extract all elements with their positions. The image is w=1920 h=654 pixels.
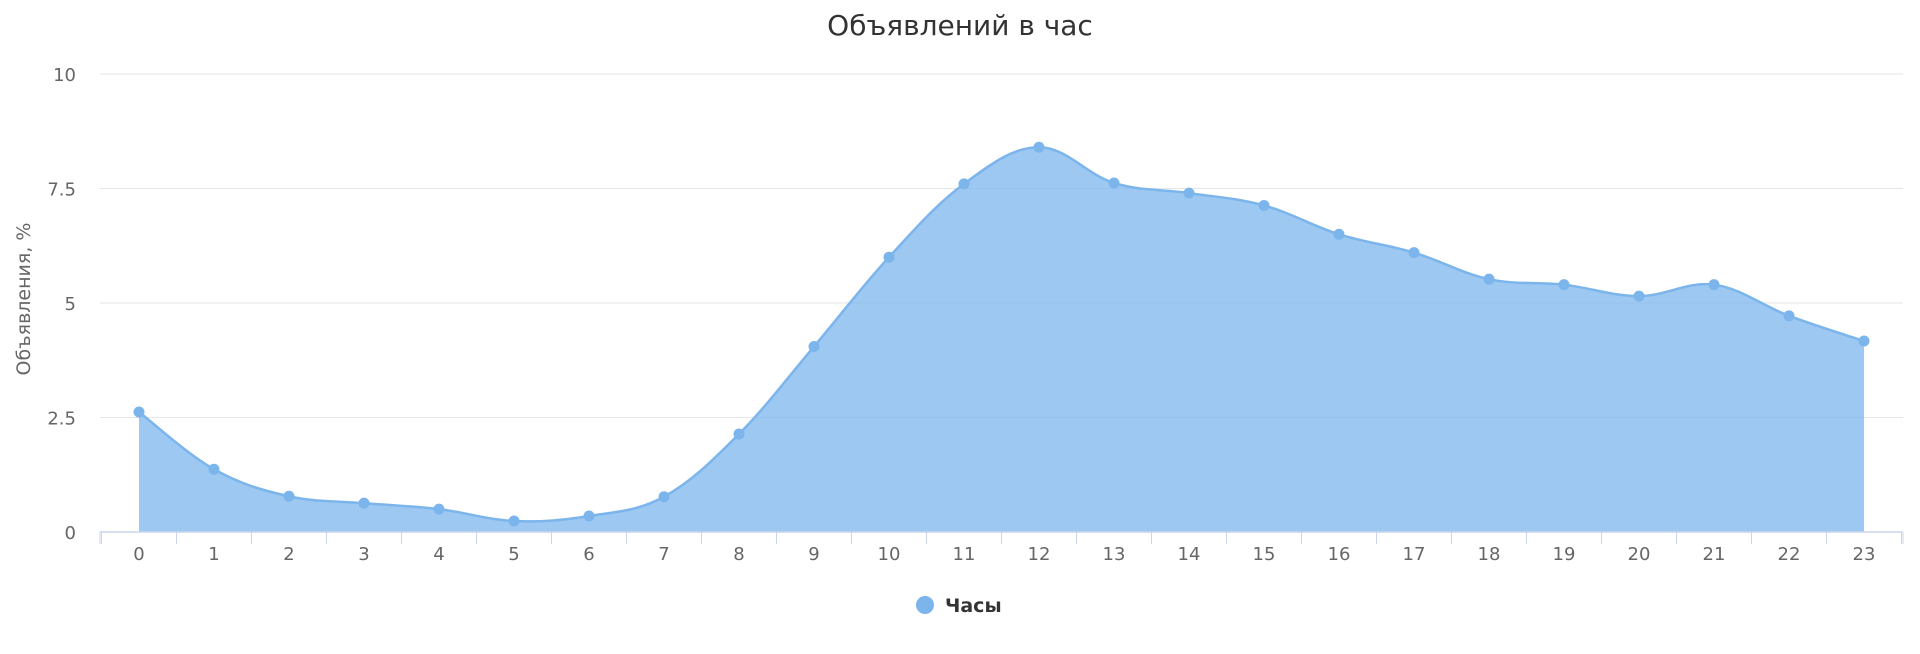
series-area-layer (138, 146, 1865, 532)
x-tick-label: 1 (208, 544, 219, 565)
x-tick-label: 4 (433, 544, 444, 565)
legend-marker (916, 596, 934, 614)
x-tick-label: 7 (658, 544, 669, 565)
y-tick-label: 5 (65, 294, 76, 315)
data-point[interactable] (1408, 247, 1420, 259)
x-tick-label: 2 (283, 544, 294, 565)
x-tick-label: 8 (733, 544, 744, 565)
data-point[interactable] (1183, 187, 1195, 199)
data-point[interactable] (208, 463, 220, 475)
data-point[interactable] (1033, 141, 1045, 153)
data-point[interactable] (1858, 335, 1870, 347)
legend[interactable]: Часы (916, 595, 1002, 617)
data-point[interactable] (1108, 177, 1120, 189)
series-area (139, 147, 1864, 532)
x-tick-label: 17 (1403, 544, 1426, 565)
y-tick-label: 0 (65, 523, 76, 544)
x-tick-label: 23 (1853, 544, 1876, 565)
y-axis-ticks: 0 2.5 5 7.5 10 (47, 65, 76, 544)
x-tick-label: 3 (358, 544, 369, 565)
y-axis-label: Объявления, % (13, 223, 35, 376)
x-tick-label: 16 (1328, 544, 1351, 565)
data-point[interactable] (1633, 290, 1645, 302)
data-points (133, 141, 1870, 527)
data-point[interactable] (433, 503, 445, 515)
x-tick-label: 5 (508, 544, 519, 565)
data-point[interactable] (658, 491, 670, 503)
x-tick-label: 10 (878, 544, 901, 565)
x-axis-ticks: 0 1 2 3 4 5 6 7 8 9 10 11 12 13 14 15 16 17 18 19 20 21 22 23 (133, 544, 1875, 565)
y-tick-label: 10 (53, 65, 76, 86)
x-tick-label: 11 (953, 544, 976, 565)
data-point[interactable] (358, 497, 370, 509)
x-tick-label: 14 (1178, 544, 1201, 565)
legend-item-label[interactable]: Часы (945, 595, 1002, 617)
x-tick-label: 12 (1028, 544, 1051, 565)
x-tick-label: 22 (1778, 544, 1801, 565)
data-point[interactable] (1483, 273, 1495, 285)
data-point[interactable] (1708, 279, 1720, 291)
y-tick-label: 7.5 (47, 180, 76, 201)
x-tick-label: 15 (1253, 544, 1276, 565)
data-point[interactable] (1258, 199, 1270, 211)
data-point[interactable] (1783, 310, 1795, 322)
x-axis (99, 531, 1904, 544)
data-point[interactable] (958, 178, 970, 190)
x-tick-label: 20 (1628, 544, 1651, 565)
x-tick-label: 13 (1103, 544, 1126, 565)
data-point[interactable] (1333, 228, 1345, 240)
x-tick-label: 6 (583, 544, 594, 565)
y-tick-label: 2.5 (47, 409, 76, 430)
x-tick-label: 21 (1703, 544, 1726, 565)
x-tick-label: 18 (1478, 544, 1501, 565)
data-point[interactable] (583, 510, 595, 522)
data-point[interactable] (283, 490, 295, 502)
x-tick-label: 19 (1553, 544, 1576, 565)
data-point[interactable] (1558, 279, 1570, 291)
data-point[interactable] (808, 341, 820, 353)
data-point[interactable] (733, 428, 745, 440)
data-point[interactable] (133, 406, 145, 418)
x-tick-label: 9 (808, 544, 819, 565)
data-point[interactable] (883, 251, 895, 263)
chart-title: Объявлений в час (827, 9, 1093, 42)
x-tick-label: 0 (133, 544, 144, 565)
data-point[interactable] (508, 515, 520, 527)
